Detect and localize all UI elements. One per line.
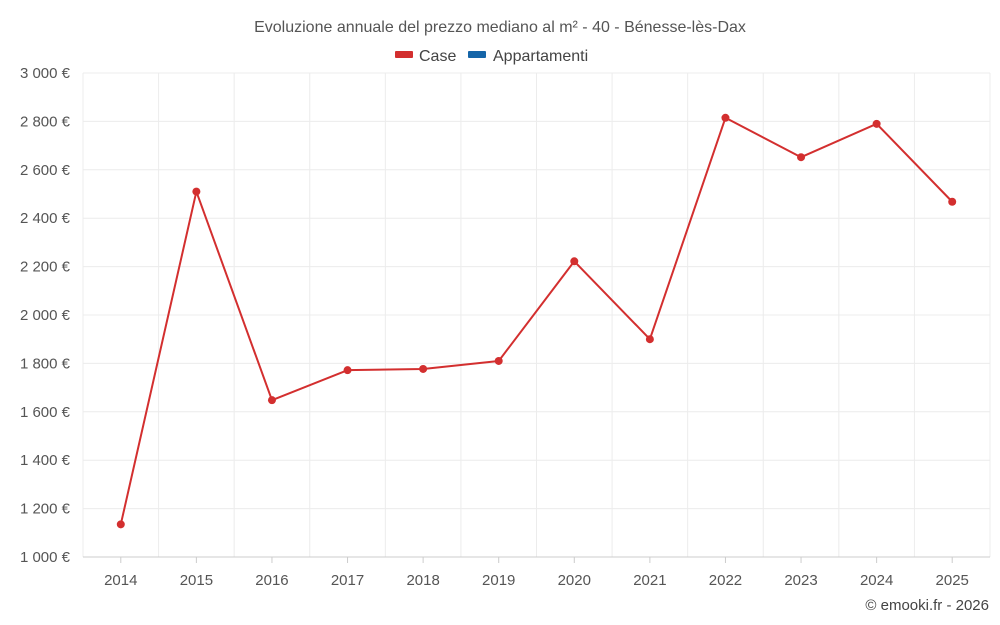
series-case [116,113,957,529]
chart-title: Evoluzione annuale del prezzo mediano al… [254,19,746,36]
data-point-case[interactable] [494,356,503,365]
axes: 1 000 € 1 200 € 1 400 € 1 600 € 1 800 € 2 000… [20,65,990,589]
x-tick-label: 2018 [406,572,439,589]
x-tick-label: 2014 [104,572,137,589]
data-point-case[interactable] [645,335,654,344]
series-line-case [119,116,953,525]
y-tick-label: 2 600 € [20,162,71,179]
x-tick-label: 2021 [633,572,666,589]
y-tick-label: 2 400 € [20,210,71,227]
y-tick-label: 2 800 € [20,113,71,130]
legend-swatch-case [395,51,413,58]
data-point-case[interactable] [343,366,352,375]
x-tick-label: 2015 [180,572,213,589]
x-tick-label: 2016 [255,572,288,589]
data-point-case[interactable] [721,113,730,122]
x-tick-label: 2024 [860,572,893,589]
data-point-case[interactable] [570,257,579,266]
legend-label-appartamenti: Appartamenti [493,48,588,65]
y-tick-label: 2 200 € [20,259,71,276]
data-point-case[interactable] [948,197,957,206]
data-point-case[interactable] [267,396,276,405]
legend-label-case: Case [419,48,456,65]
x-tick-label: 2017 [331,572,364,589]
data-point-case[interactable] [419,364,428,373]
credit-text: © emooki.fr - 2026 [865,597,989,614]
y-tick-label: 3 000 € [20,65,71,82]
x-tick-label: 2025 [936,572,969,589]
legend: Case Appartamenti [395,48,588,65]
x-tick-label: 2019 [482,572,515,589]
y-tick-label: 1 400 € [20,452,71,469]
y-tick-label: 1 000 € [20,549,71,566]
data-point-case[interactable] [192,187,201,196]
x-tick-label: 2020 [558,572,591,589]
grid [82,72,991,558]
data-point-case[interactable] [797,153,806,162]
y-tick-label: 1 600 € [20,404,71,421]
x-tick-label: 2022 [709,572,742,589]
y-tick-label: 2 000 € [20,307,71,324]
data-point-case[interactable] [116,520,125,529]
legend-item-case[interactable]: Case [395,48,456,65]
y-tick-label: 1 800 € [20,355,71,372]
x-tick-label: 2023 [784,572,817,589]
data-point-case[interactable] [872,119,881,128]
legend-swatch-appartamenti [468,51,486,58]
y-tick-label: 1 200 € [20,501,71,518]
legend-item-appartamenti[interactable]: Appartamenti [468,48,588,65]
